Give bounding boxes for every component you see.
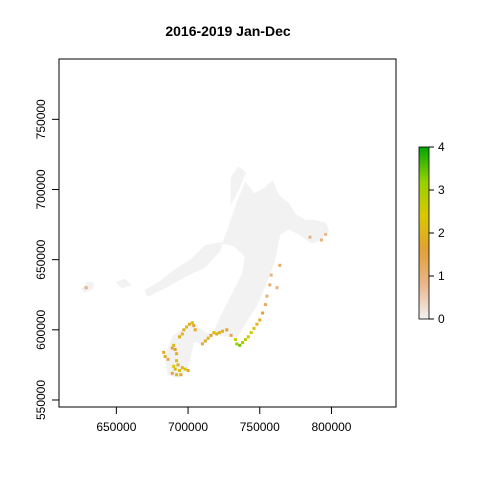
raster-cell [180, 366, 184, 370]
raster-cell [264, 303, 267, 307]
raster-cell [84, 286, 88, 290]
land-region-1 [115, 278, 132, 289]
map-area [81, 166, 330, 379]
raster-cell [261, 311, 265, 315]
raster-cell [268, 283, 272, 287]
raster-cell [183, 367, 187, 371]
x-tick-label: 800000 [311, 420, 351, 434]
raster-cell [182, 328, 186, 332]
raster-cell [255, 322, 259, 326]
land-region-3 [230, 166, 247, 204]
raster-cell [192, 324, 196, 328]
legend-ticks: 0 1 2 3 4 [429, 140, 445, 326]
raster-cell [258, 318, 262, 322]
raster-cell [252, 326, 256, 330]
chart-title: 2016-2019 Jan-Dec [165, 23, 291, 39]
raster-cell [308, 235, 312, 239]
y-tick-label: 700000 [34, 169, 48, 209]
raster-cell [193, 328, 197, 332]
raster-cell [185, 325, 189, 329]
x-tick-label: 650000 [96, 420, 136, 434]
raster-cell [209, 333, 213, 337]
raster-cell [246, 335, 250, 339]
legend-tick-label: 2 [438, 226, 445, 240]
raster-cell [221, 329, 224, 333]
raster-cell [173, 367, 177, 371]
raster-cell [200, 342, 204, 346]
raster-cell [275, 286, 279, 290]
raster-cell [241, 341, 245, 344]
y-tick-label: 550000 [34, 380, 48, 420]
raster-cell [203, 339, 207, 343]
raster-cell [170, 346, 174, 350]
raster-cell [229, 333, 233, 337]
raster-cell [163, 355, 167, 358]
x-tick-label: 750000 [240, 420, 280, 434]
raster-cell [166, 357, 170, 361]
raster-cell [188, 322, 191, 326]
raster-cell [180, 332, 184, 336]
raster-cell [178, 335, 181, 339]
raster-cell [178, 369, 181, 372]
raster-cell [249, 331, 253, 335]
raster-cell [243, 338, 247, 342]
legend-tick-label: 0 [438, 312, 445, 326]
raster-cell [233, 338, 237, 342]
y-axis: 550000 600000 650000 700000 750000 [34, 99, 60, 420]
raster-cell [319, 238, 323, 242]
raster-cell [218, 331, 222, 335]
raster-cell [172, 364, 176, 368]
raster-cell [238, 343, 242, 347]
legend-tick-label: 4 [438, 140, 445, 154]
raster-cell [265, 294, 269, 298]
y-tick-label: 750000 [34, 99, 48, 139]
legend-tick-label: 3 [438, 183, 445, 197]
raster-cell [175, 352, 179, 356]
raster-cell [179, 373, 183, 377]
legend-colorbar [418, 146, 430, 320]
raster-cell [173, 348, 177, 351]
raster-cell [172, 343, 176, 347]
raster-cell [186, 369, 190, 372]
raster-cell [162, 350, 166, 354]
raster-cell [190, 321, 194, 325]
raster-cell [176, 363, 180, 367]
raster-cell [212, 331, 216, 335]
raster-cells [84, 232, 328, 377]
raster-cell [269, 273, 273, 277]
y-tick-label: 600000 [34, 309, 48, 349]
y-tick-label: 650000 [34, 239, 48, 279]
raster-cell [235, 342, 239, 346]
legend-tick-label: 1 [438, 269, 445, 283]
color-legend: 0 1 2 3 4 [418, 140, 445, 326]
raster-cell [324, 232, 328, 236]
raster-cell [278, 263, 282, 267]
raster-cell [175, 373, 179, 377]
raster-cell [170, 371, 174, 375]
raster-cell [206, 336, 210, 340]
land-region-2 [144, 180, 330, 379]
x-axis: 650000 700000 750000 800000 [96, 406, 352, 434]
raster-cell [175, 359, 179, 363]
x-tick-label: 700000 [168, 420, 208, 434]
raster-cell [225, 328, 229, 332]
raster-cell [215, 332, 219, 336]
